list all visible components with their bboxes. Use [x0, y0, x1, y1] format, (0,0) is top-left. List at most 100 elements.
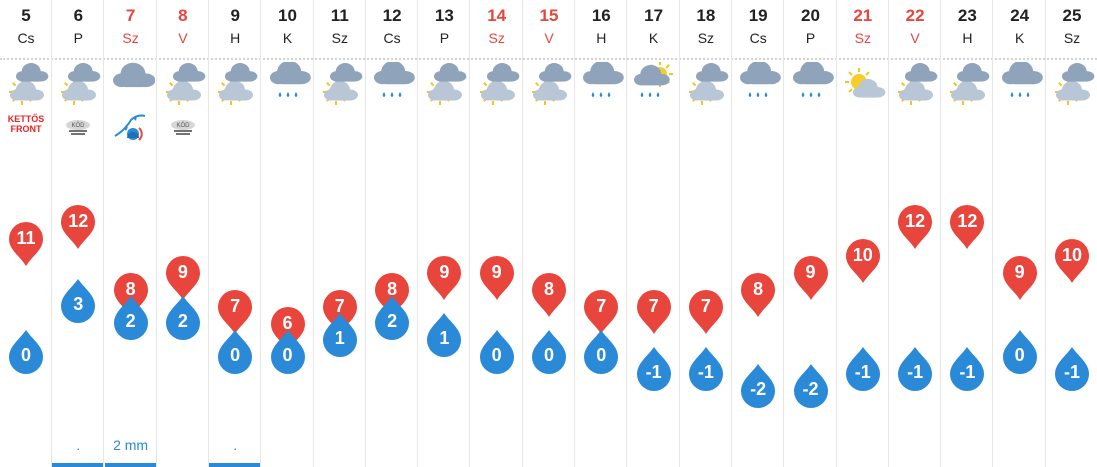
day-weekday: Sz	[697, 30, 715, 46]
min-temp-marker: -2	[738, 362, 778, 410]
day-column[interactable]: 9 H 7 0.	[209, 0, 262, 467]
max-temp-marker: 9	[1000, 254, 1040, 302]
max-temp-pin	[1002, 256, 1037, 300]
min-temp-value: -1	[1063, 362, 1080, 382]
day-weekday: Sz	[1063, 30, 1081, 46]
day-column[interactable]: 21 Sz 10 -1	[837, 0, 889, 467]
fog-icon: KÖD	[66, 120, 91, 135]
max-temp-value: 7	[648, 296, 659, 316]
day-weekday: Sz	[122, 30, 139, 46]
min-temp-marker: -1	[895, 345, 935, 393]
day-date: 6	[73, 6, 84, 25]
min-temp-marker: 0	[529, 328, 569, 376]
min-temp-drop	[845, 347, 880, 391]
day-column[interactable]: 24 K 9 0	[994, 0, 1046, 467]
day-column[interactable]: 20 P 9 -2	[785, 0, 837, 467]
day-column[interactable]: 19 Cs 8 -2	[732, 0, 785, 467]
max-temp-marker: 6	[268, 305, 308, 353]
max-temp-value: 12	[957, 211, 978, 231]
svg-text:KÖD: KÖD	[72, 122, 86, 129]
rain-icon	[374, 62, 415, 97]
max-temp-marker: 9	[424, 254, 464, 302]
max-temp-marker: 7	[320, 288, 360, 336]
day-column[interactable]: 12 Cs 8 2	[366, 0, 419, 467]
day-weekday: Sz	[331, 30, 348, 46]
precipitation-bar	[104, 463, 156, 467]
day-column[interactable]: 6 P KÖD 12 3.	[52, 0, 105, 467]
max-temp-value: 12	[905, 211, 926, 231]
partly-cloudy-icon	[1055, 63, 1095, 105]
double-front-label: KETTŐS FRONT	[7, 114, 45, 134]
max-temp-marker: 9	[163, 254, 203, 302]
min-temp-value: -1	[697, 362, 714, 382]
day-date: 24	[1010, 6, 1030, 25]
min-temp-marker: -1	[947, 345, 987, 393]
day-date: 18	[696, 6, 716, 25]
day-weekday: V	[178, 30, 188, 46]
max-temp-marker: 8	[111, 271, 151, 319]
max-temp-marker: 11	[6, 220, 46, 268]
max-temp-value: 7	[596, 296, 607, 316]
day-column[interactable]: 23 H 12 -1	[941, 0, 994, 467]
max-temp-marker: 12	[895, 203, 935, 251]
min-temp-drop	[9, 330, 43, 374]
day-column[interactable]: 16 H 7 0	[575, 0, 628, 467]
partly-cloudy-icon	[165, 63, 206, 105]
day-column[interactable]: 10 K 6 0	[262, 0, 314, 467]
max-temp-pin	[427, 256, 462, 300]
rain-icon	[792, 62, 834, 97]
max-temp-pin	[113, 273, 148, 317]
max-temp-pin	[9, 222, 43, 266]
day-column[interactable]: 25 Sz 10 -1	[1046, 0, 1097, 467]
min-temp-drop	[584, 330, 619, 374]
day-column[interactable]: 15 V 8 0	[523, 0, 575, 467]
fog-icon: KÖD	[170, 120, 195, 135]
day-column[interactable]: 8 V KÖD 9 2	[157, 0, 209, 467]
day-weekday: K	[1015, 30, 1025, 46]
min-temp-value: 2	[125, 311, 136, 331]
min-temp-marker: 0	[477, 328, 517, 376]
cold-front-icon	[114, 114, 145, 141]
day-column[interactable]: 13 P 9 1	[418, 0, 471, 467]
max-temp-value: 8	[387, 279, 398, 299]
day-date: 8	[178, 6, 188, 25]
min-temp-marker: 2	[163, 294, 203, 342]
max-temp-value: 12	[68, 211, 89, 231]
max-temp-pin	[741, 273, 776, 317]
max-temp-pin	[479, 256, 514, 300]
max-temp-marker: 8	[529, 271, 569, 319]
max-temp-value: 8	[753, 279, 764, 299]
partly-cloudy-icon	[9, 63, 49, 105]
min-temp-drop	[898, 347, 933, 391]
rain-icon	[269, 62, 311, 97]
day-weekday: P	[439, 30, 450, 46]
day-date: 25	[1062, 6, 1082, 25]
min-temp-value: -1	[959, 362, 976, 382]
day-column[interactable]: 22 V 12 -1	[889, 0, 942, 467]
min-temp-drop	[1002, 330, 1037, 374]
max-temp-marker: 12	[58, 203, 98, 251]
day-column[interactable]: 7 Sz 8 2 2 mm	[104, 0, 157, 467]
partly-cloudy-icon	[950, 63, 990, 105]
day-column[interactable]: 17 K 7 -1	[628, 0, 680, 467]
min-temp-marker: -1	[686, 345, 726, 393]
min-temp-drop	[375, 296, 410, 340]
partly-cloudy-icon	[322, 63, 363, 105]
max-temp-pin	[793, 256, 828, 300]
day-weekday: H	[230, 30, 241, 46]
day-date: 10	[278, 6, 297, 25]
max-temp-marker: 8	[738, 271, 778, 319]
day-date: 16	[591, 6, 611, 25]
min-temp-value: 1	[334, 328, 345, 348]
day-date: 21	[853, 6, 873, 25]
day-column[interactable]: 11 Sz 7 1	[314, 0, 366, 467]
day-date: 5	[21, 6, 31, 25]
day-column[interactable]: 14 Sz 9 0	[471, 0, 523, 467]
day-weekday: Cs	[17, 30, 35, 46]
sun-cloud-rain-icon	[633, 62, 673, 97]
day-date: 7	[125, 6, 136, 25]
day-weekday: V	[544, 30, 554, 46]
day-column[interactable]: 5 Cs KETTŐS FRONT 11 0	[0, 0, 52, 467]
day-date: 14	[487, 6, 507, 25]
day-column[interactable]: 18 Sz 7 -1	[680, 0, 732, 467]
